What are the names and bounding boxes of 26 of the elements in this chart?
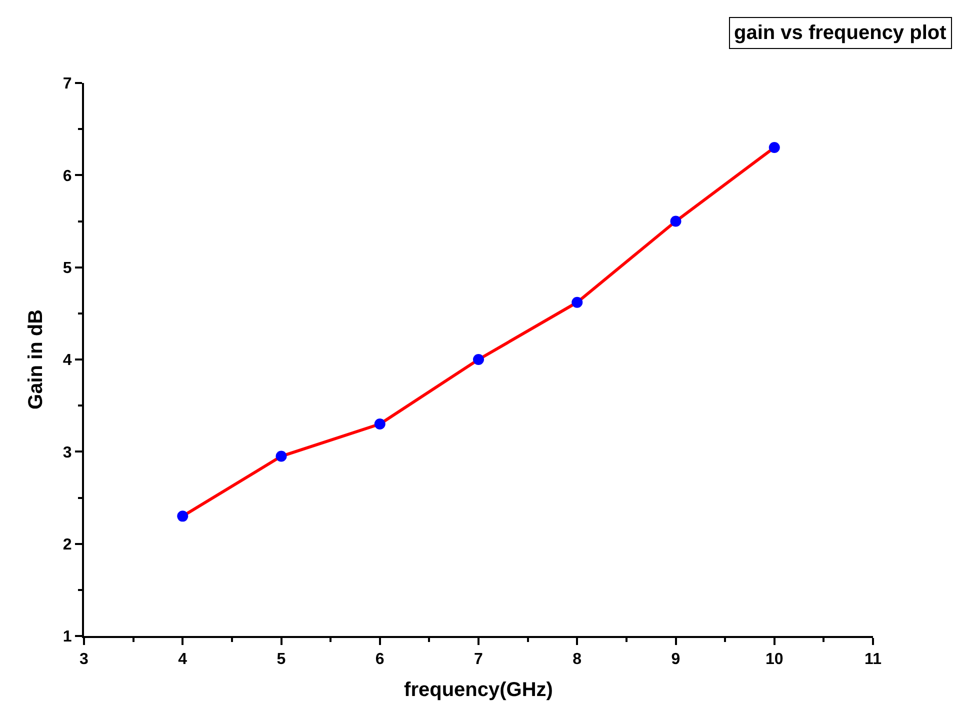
point xyxy=(276,450,287,462)
point xyxy=(572,296,583,308)
x-tick-label: 4 xyxy=(178,651,188,668)
point xyxy=(768,142,780,154)
x-tick-label: 8 xyxy=(572,651,582,668)
y-tick-label: 5 xyxy=(62,260,72,277)
y-tick-label: 3 xyxy=(62,444,72,462)
point xyxy=(473,354,484,365)
y-axis-title: Gain in dB xyxy=(24,310,47,410)
point xyxy=(177,510,188,522)
y-tick-label: 6 xyxy=(62,168,72,185)
x-tick-label: 5 xyxy=(276,651,286,668)
y-tick-label: 1 xyxy=(62,628,72,646)
x-tick-label: 7 xyxy=(474,651,484,668)
x-tick-label: 10 xyxy=(765,651,784,668)
point xyxy=(374,418,386,430)
point xyxy=(670,216,682,227)
x-tick-label: 3 xyxy=(80,651,89,668)
x-axis-title: frequency(GHz) xyxy=(404,679,553,702)
y-tick-label: 4 xyxy=(62,352,72,370)
x-tick-label: 9 xyxy=(671,651,680,668)
chart-title: gain vs frequency plot xyxy=(734,22,947,44)
x-tick-label: 6 xyxy=(375,651,384,668)
y-tick-label: 7 xyxy=(62,76,72,93)
y-tick-label: 2 xyxy=(62,536,72,554)
x-tick-label: 11 xyxy=(864,651,882,668)
